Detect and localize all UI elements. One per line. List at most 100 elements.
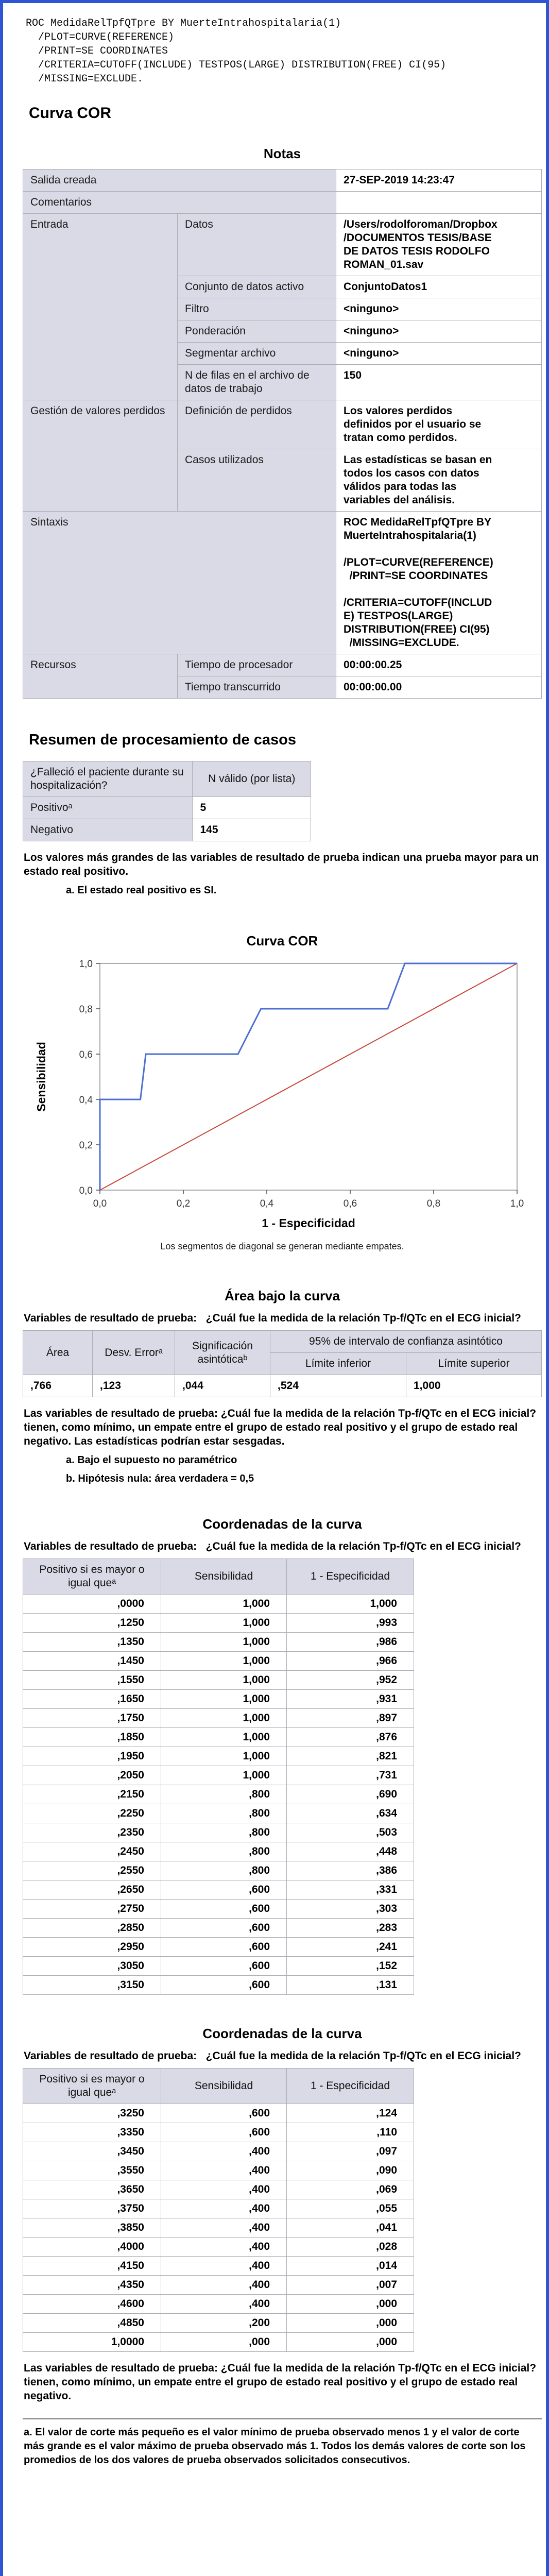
row-label: Definición de perdidos	[177, 400, 336, 449]
std-error-value: ,123	[92, 1375, 175, 1397]
sensitivity-value: 1,000	[161, 1670, 287, 1690]
table-row: ,2050 1,000 ,731	[23, 1766, 414, 1785]
area-value: ,766	[23, 1375, 93, 1397]
roc-chart-block: Curva COR 0,0 0,2 0,4 0,6 0,8 1,0 0,0 0,2 0,4 0,6…	[23, 933, 542, 1252]
value-cell: <ninguno>	[336, 298, 542, 320]
cutoff-value: ,3450	[23, 2142, 161, 2161]
table-row: Filtro <ninguno>	[23, 298, 542, 320]
specificity-value: ,028	[286, 2237, 414, 2257]
value-cell	[336, 191, 542, 214]
specificity-value: ,690	[286, 1785, 414, 1804]
cutoff-value: ,3050	[23, 1956, 161, 1976]
sensitivity-value: 1,000	[161, 1594, 287, 1614]
sensitivity-value: ,400	[161, 2199, 287, 2218]
coordinates-variables-caption-2: Variables de resultado de prueba: ¿Cuál …	[24, 2050, 521, 2062]
specificity-value: ,131	[286, 1975, 414, 1995]
table-row: ,3850 ,400 ,041	[23, 2218, 414, 2238]
specificity-value: ,090	[286, 2161, 414, 2180]
file-path: /Users/rodolforoman/Dropbox/DOCUMENTOS T…	[344, 218, 497, 270]
sensitivity-value: 1,000	[161, 1651, 287, 1671]
table-row: ,3450 ,400 ,097	[23, 2142, 414, 2161]
cutoff-value: ,2850	[23, 1918, 161, 1938]
table-row: Positivoᵃ 5	[22, 796, 311, 819]
table-row: ,3150 ,600 ,131	[23, 1975, 414, 1995]
table-row: Recursos Tiempo de procesador 00:00:00.2…	[23, 654, 542, 699]
sensitivity-value: ,600	[161, 1956, 287, 1976]
table-row: Comentarios	[23, 191, 542, 214]
sensitivity-value: ,600	[161, 2104, 287, 2123]
cutoff-value: ,2250	[23, 1804, 161, 1823]
value-cell: <ninguno>	[336, 320, 542, 343]
sensitivity-value: ,800	[161, 1823, 287, 1842]
value-cell: 00:00:00.00	[336, 676, 542, 699]
roc-chart: 0,0 0,2 0,4 0,6 0,8 1,0 0,0 0,2 0,4 0,6 0,8 1,0 1 - …	[23, 954, 542, 1238]
cutoff-value: ,4350	[23, 2275, 161, 2295]
table-row: ,0000 1,000 1,000	[23, 1594, 414, 1614]
specificity-value: ,386	[286, 1861, 414, 1880]
table-row: ,2850 ,600 ,283	[23, 1918, 414, 1938]
col-header-std-error: Desv. Errorᵃ	[92, 1330, 175, 1375]
sensitivity-value: ,800	[161, 1804, 287, 1823]
value-cell: 27-SEP-2019 14:23:47	[336, 169, 542, 192]
x-tick-label: 1,0	[510, 1198, 524, 1209]
cutoff-value: ,2750	[23, 1899, 161, 1919]
table-row: ,1450 1,000 ,966	[23, 1651, 414, 1671]
roc-chart-svg: 0,0 0,2 0,4 0,6 0,8 1,0 0,0 0,2 0,4 0,6 0,8 1,0 1 - …	[35, 959, 524, 1230]
specificity-value: ,876	[286, 1727, 414, 1747]
cutoff-value: 1,0000	[23, 2332, 161, 2352]
cutoff-value: ,0000	[23, 1594, 161, 1614]
x-axis-label: 1 - Especificidad	[262, 1216, 355, 1230]
row-label: Segmentar archivo	[177, 342, 336, 365]
specificity-value: ,110	[286, 2123, 414, 2142]
cutoff-value: ,1750	[23, 1708, 161, 1728]
sensitivity-value: ,400	[161, 2218, 287, 2238]
sensitivity-value: ,400	[161, 2256, 287, 2276]
specificity-value: ,007	[286, 2275, 414, 2295]
coordinates-title-1: Coordenadas de la curva	[202, 1516, 362, 1532]
cutoff-value: ,4000	[23, 2237, 161, 2257]
col-header-lower-limit: Límite inferior	[270, 1352, 406, 1375]
upper-limit-value: 1,000	[406, 1375, 542, 1397]
auc-title: Área bajo la curva	[225, 1288, 340, 1303]
sensitivity-value: 1,000	[161, 1747, 287, 1766]
row-label: Negativo	[22, 819, 193, 841]
cutoff-value: ,1650	[23, 1689, 161, 1709]
specificity-value: ,952	[286, 1670, 414, 1690]
sensitivity-value: ,400	[161, 2142, 287, 2161]
cutoff-value: ,3250	[23, 2104, 161, 2123]
specificity-value: ,097	[286, 2142, 414, 2161]
sensitivity-value: ,600	[161, 2123, 287, 2142]
cutoff-value: ,2550	[23, 1861, 161, 1880]
sensitivity-value: ,400	[161, 2294, 287, 2314]
table-row: ,2750 ,600 ,303	[23, 1899, 414, 1919]
sensitivity-value: 1,000	[161, 1766, 287, 1785]
sensitivity-value: 1,000	[161, 1689, 287, 1709]
table-row: ,1250 1,000 ,993	[23, 1613, 414, 1633]
table-header-row: ¿Falleció el paciente durante su hospita…	[22, 761, 311, 797]
table-row: ,4000 ,400 ,028	[23, 2237, 414, 2257]
auc-variables-caption: Variables de resultado de prueba: ¿Cuál …	[24, 1312, 521, 1324]
specificity-value: ,303	[286, 1899, 414, 1919]
specificity-value: ,897	[286, 1708, 414, 1728]
specificity-value: ,241	[286, 1937, 414, 1957]
cutoff-value: ,1950	[23, 1747, 161, 1766]
sensitivity-value: ,200	[161, 2313, 287, 2333]
table-row: ,4850 ,200 ,000	[23, 2313, 414, 2333]
row-label: N de filas en el archivo de datos de tra…	[177, 364, 336, 400]
case-summary-table: ¿Falleció el paciente durante su hospita…	[22, 761, 311, 841]
row-label: Datos	[177, 213, 336, 276]
value-cell: /Users/rodolforoman/Dropbox/DOCUMENTOS T…	[336, 213, 542, 276]
table-row: ,1750 1,000 ,897	[23, 1708, 414, 1728]
table-row: ,2650 ,600 ,331	[23, 1880, 414, 1900]
table-row: ,3050 ,600 ,152	[23, 1956, 414, 1976]
table-row: ,4600 ,400 ,000	[23, 2294, 414, 2314]
y-tick-label: 1,0	[79, 959, 93, 970]
col-header-n-valid: N válido (por lista)	[192, 761, 311, 797]
specificity-value: ,634	[286, 1804, 414, 1823]
table-row: Conjunto de datos activo ConjuntoDatos1	[23, 276, 542, 298]
table-row: ,2250 ,800 ,634	[23, 1804, 414, 1823]
chart-title: Curva COR	[246, 933, 318, 948]
coordinates-footnote-a: a. El valor de corte más pequeño es el v…	[24, 2427, 526, 2466]
table-header-row: Límite inferior Límite superior	[23, 1352, 542, 1375]
